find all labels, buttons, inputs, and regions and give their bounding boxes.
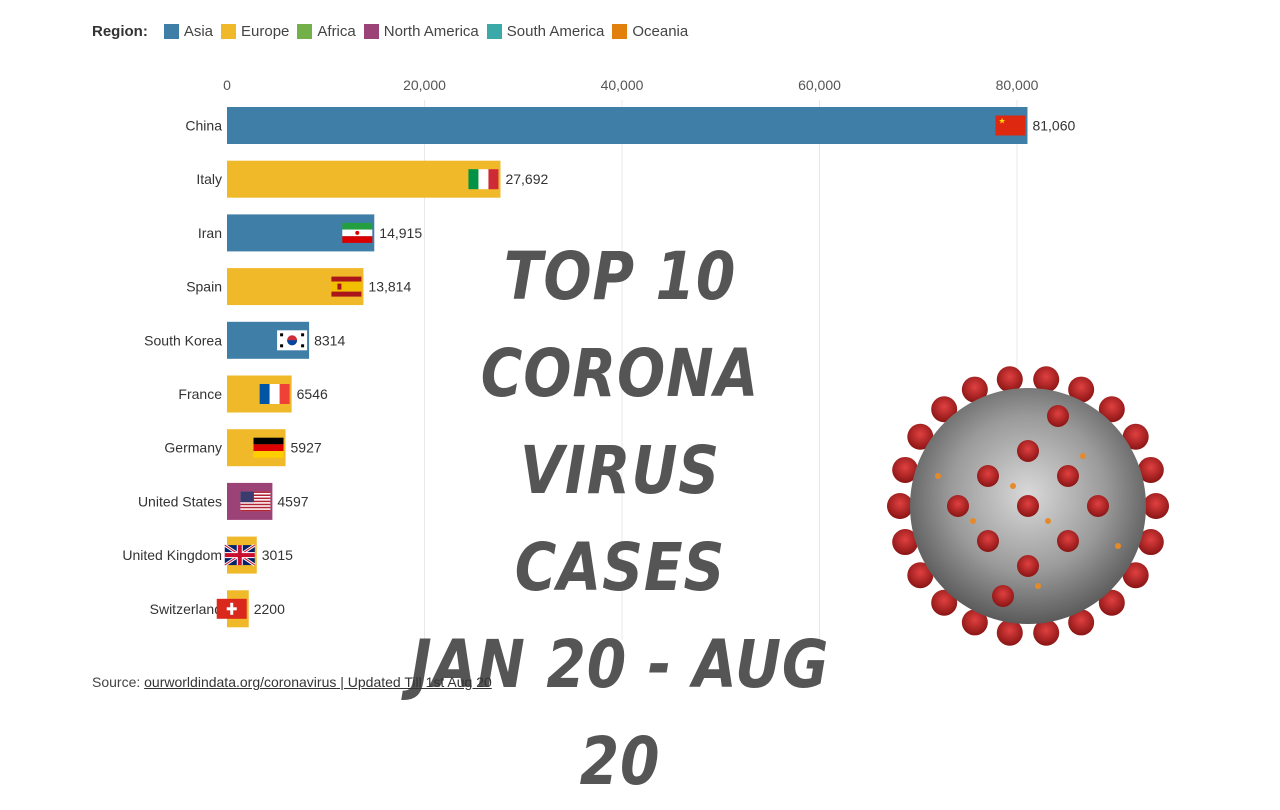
chart-legend: Region: Asia Europe Africa North America…	[92, 20, 696, 42]
value-label: 6546	[297, 386, 328, 402]
legend-swatch-north-america	[363, 23, 379, 39]
category-label: United States	[138, 493, 222, 509]
overlay-title-line-3: CASES	[514, 529, 726, 606]
bar-row: South Korea 8314	[144, 321, 345, 359]
overlay-title-line-4: JAN 20 - AUG 20	[410, 626, 830, 800]
bar-row: France 6546	[178, 375, 328, 413]
germany-flag-icon	[253, 437, 284, 458]
value-label: 2200	[254, 601, 285, 617]
overlay-title: TOP 10 CORONA VIRUS CASES JAN 20 - AUG 2…	[379, 228, 861, 810]
legend-item-europe: Europe	[221, 23, 289, 40]
category-label: France	[178, 386, 222, 402]
switzerland-flag-icon	[216, 598, 247, 619]
category-label: Germany	[164, 440, 222, 456]
category-label: South Korea	[144, 332, 222, 348]
category-label: Iran	[198, 225, 222, 241]
spain-flag-icon	[331, 276, 362, 297]
value-label: 8314	[314, 332, 345, 348]
bar-row: United Kingdom 3015	[122, 536, 293, 574]
legend-label-oceania: Oceania	[632, 22, 689, 40]
legend-swatch-africa	[297, 23, 313, 39]
legend-label-south-america: South America	[506, 22, 605, 40]
italy-flag-icon	[468, 169, 499, 190]
category-label: Switzerland	[150, 601, 222, 617]
legend-label-europe: Europe	[241, 22, 290, 40]
x-tick-label: 60,000	[798, 77, 841, 93]
usa-flag-icon	[240, 491, 271, 512]
category-label: China	[185, 118, 222, 134]
legend-item-south-america: South America	[486, 22, 605, 40]
value-label: 13,814	[368, 279, 411, 295]
legend-label-north-america: North America	[383, 22, 479, 40]
bar-row: Iran 14,915	[198, 214, 422, 252]
bar-row: China ★ 81,060	[185, 107, 1076, 144]
source-prefix: Source:	[92, 674, 145, 690]
source-link[interactable]: ourworldindata.org/coronavirus	[144, 674, 337, 690]
bar-row: Spain 13,814	[186, 268, 411, 306]
value-label: 3015	[262, 547, 293, 563]
legend-swatch-south-america	[486, 23, 502, 39]
bar-chart: 0 20,000 40,000 60,000 80,000 China ★ 81,060 Ita…	[122, 77, 1076, 640]
overlay-title-line-2: CORONA VIRUS	[480, 335, 760, 509]
uk-flag-icon	[223, 543, 256, 567]
svg-text:★: ★	[998, 117, 1005, 126]
x-tick-label: 20,000	[403, 77, 446, 93]
legend-swatch-europe	[221, 23, 237, 39]
legend-item-africa: Africa	[297, 22, 356, 40]
legend-item-asia: Asia	[163, 22, 214, 40]
china-flag-icon: ★	[995, 115, 1026, 136]
bar-row: Switzerland 2200	[150, 590, 285, 628]
source-updated: | Updated Till 1st Aug 20	[336, 674, 492, 690]
legend-title: Region:	[92, 22, 148, 40]
value-label: 81,060	[1032, 118, 1075, 134]
bar	[227, 160, 501, 198]
bar-row: Italy 27,692	[196, 160, 548, 198]
legend-item-oceania: Oceania	[612, 23, 688, 40]
iran-flag-icon	[342, 222, 373, 243]
france-flag-icon	[259, 384, 290, 404]
x-tick-label: 80,000	[996, 77, 1039, 93]
category-label: Spain	[186, 279, 222, 295]
value-label: 14,915	[379, 225, 422, 241]
overlay-title-line-1: TOP 10	[503, 238, 737, 315]
legend-item-north-america: North America	[363, 22, 479, 40]
legend-swatch-asia	[163, 23, 179, 39]
south-korea-flag-icon	[277, 330, 308, 351]
x-tick-label: 40,000	[601, 77, 644, 93]
bar	[227, 107, 1028, 144]
category-label: Italy	[196, 171, 222, 187]
category-label: United Kingdom	[122, 547, 222, 563]
value-label: 4597	[277, 493, 308, 509]
legend-label-asia: Asia	[183, 22, 214, 40]
value-label: 27,692	[505, 171, 548, 187]
x-tick-label: 0	[223, 77, 231, 93]
value-label: 5927	[291, 440, 322, 456]
legend-swatch-oceania	[612, 23, 628, 39]
coronavirus-illustration	[887, 366, 1169, 646]
source-note: Source: ourworldindata.org/coronavirus |…	[92, 674, 492, 690]
bar-row: United States 4597	[138, 482, 309, 520]
legend-label-africa: Africa	[317, 22, 356, 40]
bar-row: Germany 5927	[164, 429, 322, 467]
